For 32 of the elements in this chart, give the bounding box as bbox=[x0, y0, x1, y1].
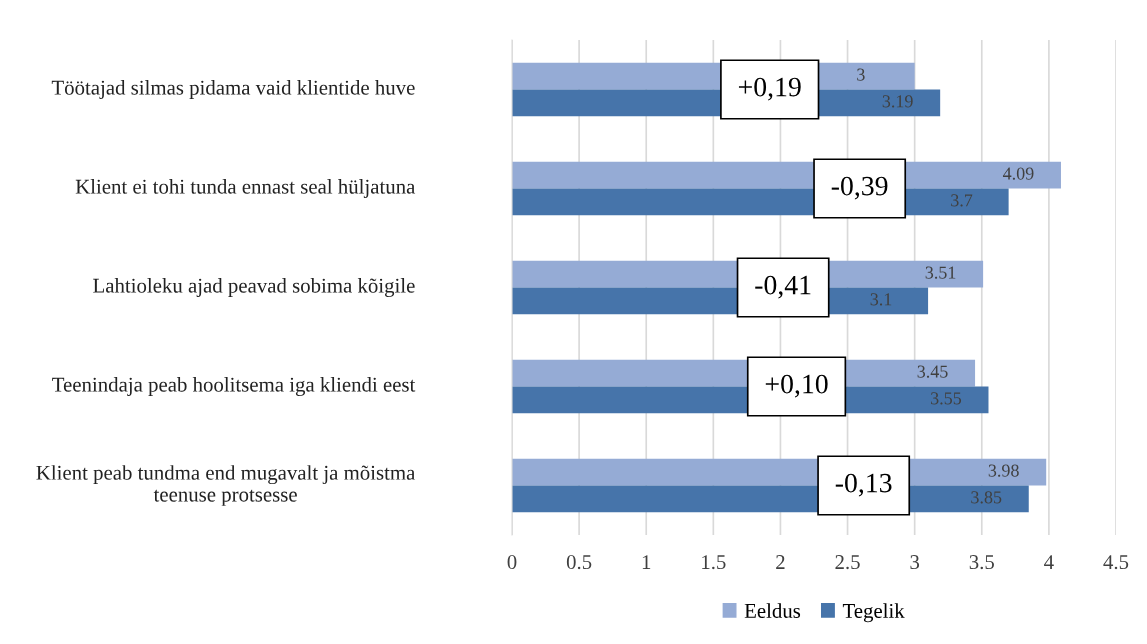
data-label: 3.19 bbox=[882, 95, 913, 108]
legend-label: Eeldus bbox=[744, 603, 801, 618]
x-tick-label: 3.5 bbox=[969, 555, 994, 570]
x-tick-label: 1.5 bbox=[702, 555, 726, 570]
x-tick-label: 2 bbox=[776, 555, 785, 569]
data-label: 3.51 bbox=[925, 266, 956, 279]
data-label: 3.85 bbox=[971, 491, 1002, 504]
data-label: 3 bbox=[857, 68, 865, 81]
data-label: 3.1 bbox=[870, 293, 892, 306]
annotation: +0,19 bbox=[738, 77, 801, 101]
data-label: 3.7 bbox=[951, 194, 973, 207]
y-tick-label: Klient ei tohi tunda ennast seal hüljatuna bbox=[75, 179, 416, 198]
legend-label: Tegelik bbox=[842, 603, 905, 623]
data-label: 3.55 bbox=[931, 392, 962, 405]
y-tick-label: Teenindaja peab hoolitsema iga kliendi eest bbox=[52, 377, 416, 396]
annotation: +0,10 bbox=[765, 374, 828, 398]
annotation: -0,41 bbox=[755, 275, 811, 299]
data-label: 3.98 bbox=[988, 464, 1019, 477]
x-tick-label: 4.5 bbox=[1103, 555, 1129, 570]
data-label: 3.45 bbox=[917, 365, 948, 378]
x-tick-label: 2.5 bbox=[835, 555, 860, 570]
annotation: -0,13 bbox=[835, 473, 892, 497]
y-tick-label: Töötajad silmas pidama vaid klientide huve bbox=[51, 80, 415, 99]
x-tick-label: 1 bbox=[642, 555, 651, 569]
y-tick-label: Lahtioleku ajad peavad sobima kõigile bbox=[93, 278, 415, 297]
x-tick-label: 0.5 bbox=[566, 555, 592, 570]
x-tick-label: 0 bbox=[507, 555, 517, 570]
x-tick-label: 4 bbox=[1044, 555, 1054, 569]
data-label: 4.09 bbox=[1002, 167, 1034, 180]
x-tick-label: 3 bbox=[910, 555, 920, 570]
annotation: -0,39 bbox=[831, 176, 888, 200]
y-tick-label: Klient peab tundma end mugavalt ja mõistma teenuse protsesse bbox=[36, 465, 416, 506]
